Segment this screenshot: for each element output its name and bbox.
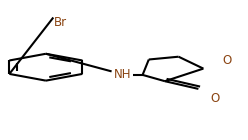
Text: O: O (222, 54, 232, 67)
Text: Br: Br (54, 16, 67, 29)
Text: NH: NH (114, 68, 131, 81)
Text: O: O (210, 92, 219, 104)
